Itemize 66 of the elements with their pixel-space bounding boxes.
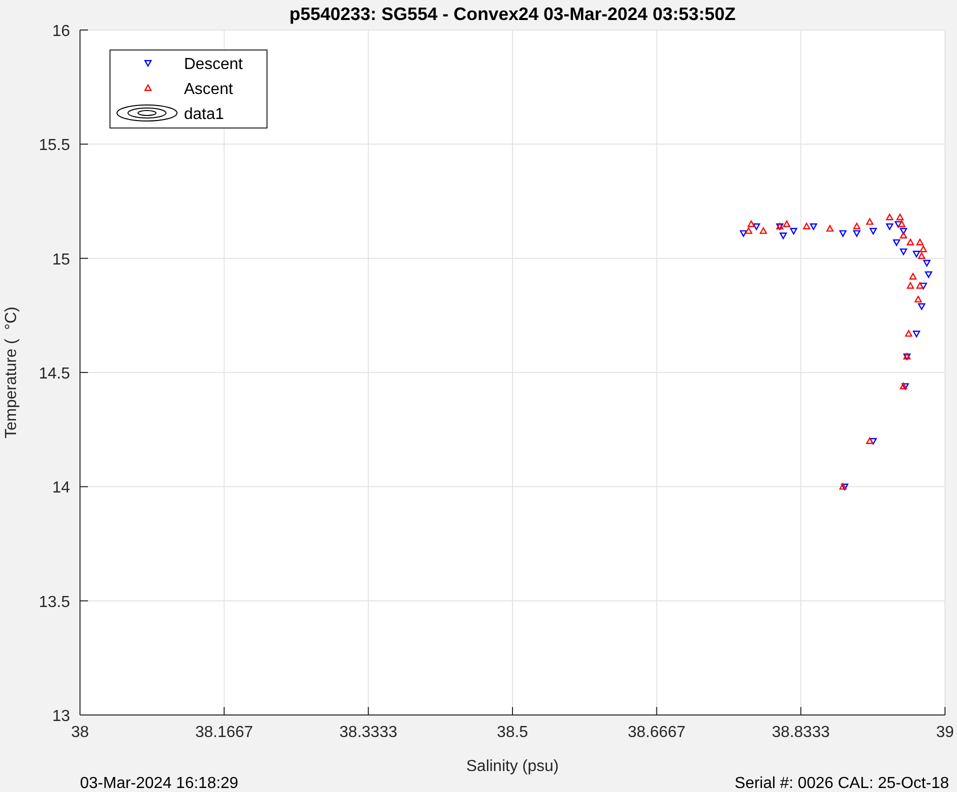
point bbox=[780, 232, 787, 240]
point bbox=[914, 296, 922, 302]
point bbox=[905, 330, 912, 337]
point bbox=[760, 227, 767, 234]
x-axis-title: Salinity (psu) bbox=[466, 758, 559, 775]
x-tick-label: 38.8333 bbox=[772, 724, 830, 741]
point bbox=[853, 222, 860, 230]
point bbox=[783, 220, 790, 228]
point bbox=[886, 223, 894, 230]
point bbox=[896, 214, 904, 220]
chart-title: p5540233: SG554 - Convex24 03-Mar-2024 03:53:50Z bbox=[289, 4, 736, 24]
y-tick-label: 13.5 bbox=[38, 594, 70, 611]
point bbox=[866, 218, 874, 225]
point bbox=[906, 238, 914, 246]
point bbox=[839, 230, 847, 237]
point bbox=[803, 222, 810, 230]
point bbox=[918, 303, 926, 310]
point bbox=[892, 239, 900, 246]
point bbox=[916, 282, 924, 289]
text: 03-Mar-2024 16:18:29 bbox=[80, 775, 238, 792]
point bbox=[916, 238, 924, 246]
point bbox=[841, 484, 848, 490]
point bbox=[920, 246, 927, 252]
text: Serial #: 0026 CAL: 25-Oct-18 bbox=[734, 775, 950, 792]
y-tick-label: 13 bbox=[52, 708, 70, 725]
point bbox=[912, 330, 920, 338]
point bbox=[923, 260, 930, 266]
y-tick-label: 15.5 bbox=[38, 137, 70, 154]
x-tick-label: 39 bbox=[936, 724, 954, 741]
point bbox=[866, 437, 874, 444]
point bbox=[740, 230, 748, 237]
y-tick-label: 16 bbox=[52, 23, 70, 40]
x-tick-label: 38.1667 bbox=[195, 724, 254, 741]
point bbox=[900, 248, 908, 256]
y-axis-title: Temperature ( °C) bbox=[3, 306, 20, 438]
y-tick-label: 15 bbox=[52, 251, 70, 268]
point bbox=[920, 282, 927, 290]
point bbox=[748, 220, 755, 228]
x-tick-label: 38 bbox=[71, 724, 89, 741]
point bbox=[900, 232, 908, 238]
point bbox=[790, 228, 798, 235]
point bbox=[886, 214, 894, 220]
point bbox=[853, 230, 860, 237]
point bbox=[898, 220, 906, 228]
point bbox=[894, 221, 902, 228]
point bbox=[924, 271, 932, 278]
point bbox=[918, 252, 926, 260]
legend-label: Descent bbox=[184, 56, 244, 73]
point bbox=[909, 273, 917, 280]
x-tick-label: 38.6667 bbox=[628, 724, 686, 741]
point bbox=[902, 383, 909, 390]
y-tick-label: 14 bbox=[52, 480, 70, 497]
point bbox=[912, 250, 920, 258]
x-tick-label: 38.5 bbox=[496, 724, 528, 741]
legend-label: Ascent bbox=[184, 81, 234, 98]
point bbox=[870, 438, 877, 445]
point bbox=[826, 225, 834, 232]
point bbox=[752, 223, 760, 230]
point bbox=[745, 227, 752, 234]
x-tick-label: 38.3333 bbox=[339, 724, 398, 741]
point bbox=[870, 228, 877, 235]
legend-label: data1 bbox=[184, 106, 224, 123]
point bbox=[810, 223, 818, 230]
y-tick-label: 14.5 bbox=[38, 366, 70, 382]
point bbox=[900, 228, 908, 235]
point bbox=[906, 282, 914, 289]
